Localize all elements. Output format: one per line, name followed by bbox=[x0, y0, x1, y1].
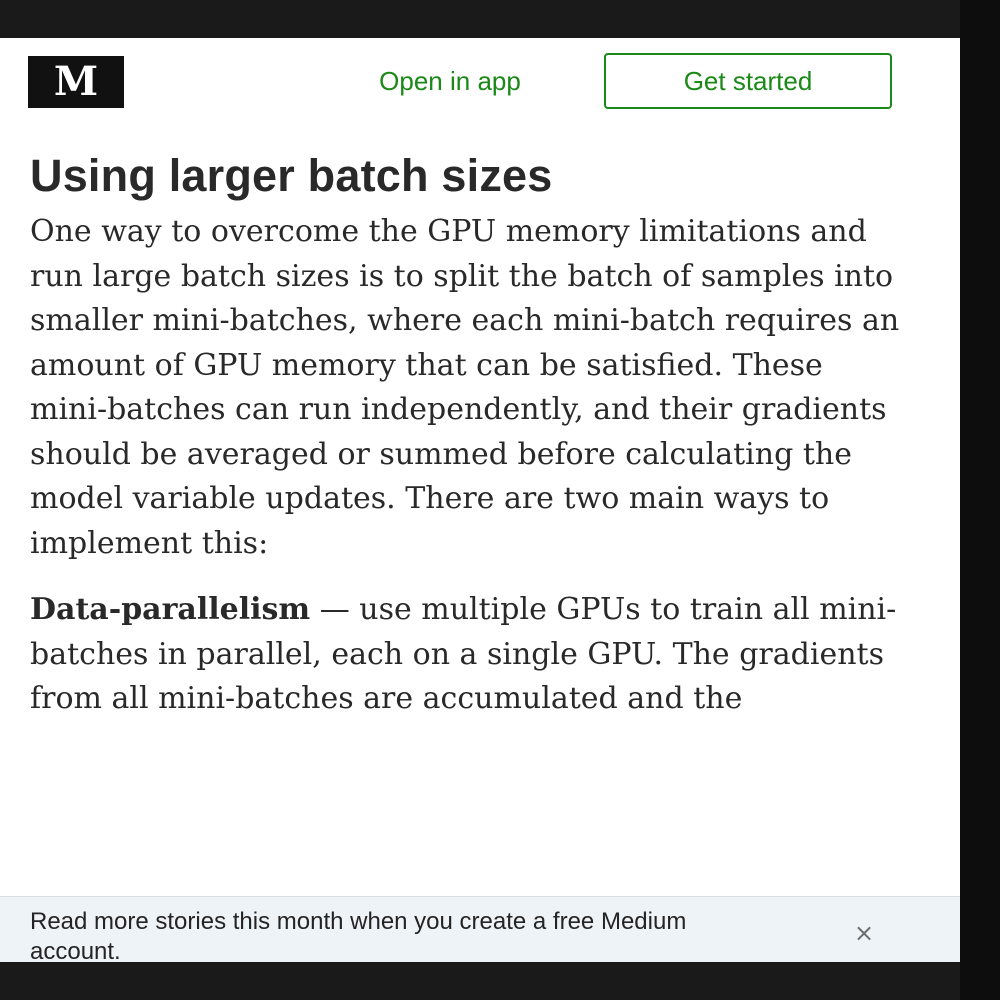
paragraph-text: — use multiple GPUs to train all mini-ba… bbox=[30, 592, 897, 716]
top-bar: M Open in app Get started bbox=[0, 38, 960, 128]
signup-banner: Read more stories this month when you cr… bbox=[0, 896, 960, 962]
close-icon[interactable]: × bbox=[853, 919, 875, 947]
open-in-app-link[interactable]: Open in app bbox=[379, 66, 521, 96]
paragraph: One way to overcome the GPU memory limit… bbox=[30, 214, 900, 561]
article-body: Using larger batch sizes One way to over… bbox=[30, 146, 900, 722]
medium-article-page: M Open in app Get started Using larger b… bbox=[0, 38, 960, 962]
get-started-button[interactable]: Get started bbox=[604, 53, 892, 109]
term-data-parallelism: Data-parallelism bbox=[30, 592, 311, 627]
paragraph-data-parallelism: Data-parallelism — use multiple GPUs to … bbox=[30, 588, 900, 722]
banner-text[interactable]: Read more stories this month when you cr… bbox=[30, 908, 687, 962]
medium-logo[interactable]: M bbox=[28, 56, 124, 108]
section-heading: Using larger batch sizes bbox=[30, 150, 553, 201]
screen-edge bbox=[960, 0, 1000, 1000]
